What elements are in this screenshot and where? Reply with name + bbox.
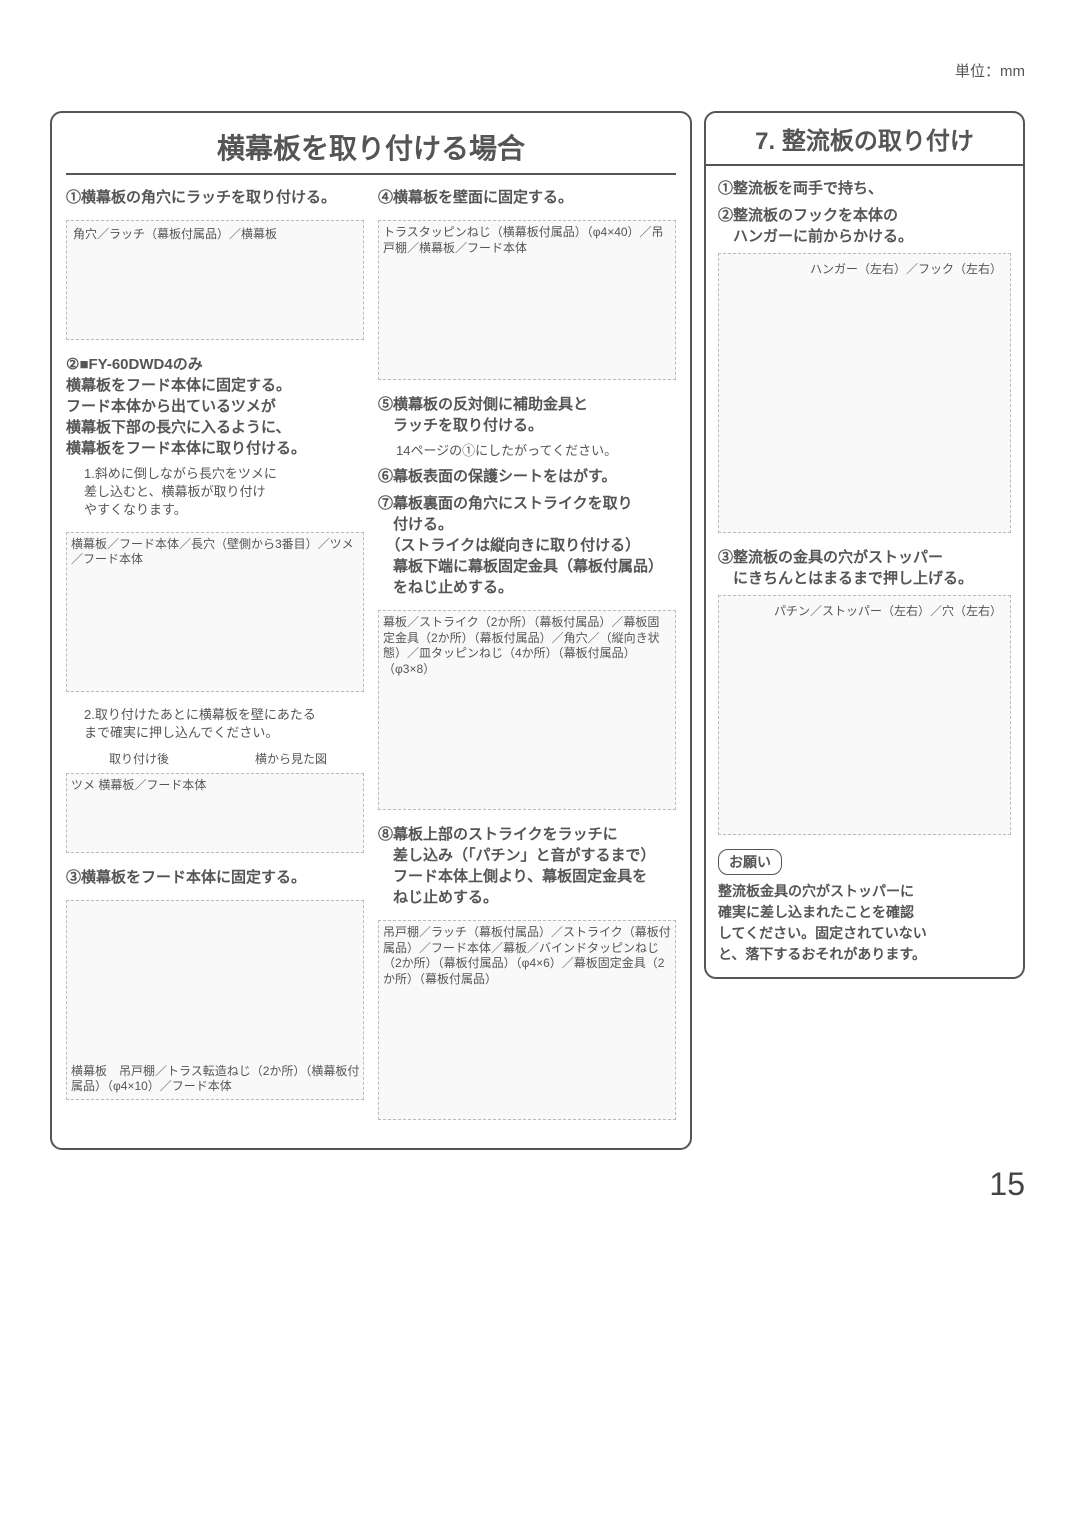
left-title: 横幕板を取り付ける場合 [66,127,676,175]
step-3-labels: 横幕板 吊戸棚／トラス転造ねじ（2か所）（横幕板付属品）（φ4×10）／フード本… [71,1064,363,1095]
step-2-sub1: 1.斜めに倒しながら長穴をツメに 差し込むと、横幕板が取り付け やすくなります。 [66,465,364,520]
step-4-diagram: トラスタッピンねじ（横幕板付属品）（φ4×40）／吊戸棚／横幕板／フード本体 [378,220,676,380]
right-panel: 7. 整流板の取り付け ①整流板を両手で持ち、 ②整流板のフックを本体の ハンガ… [704,111,1025,1150]
step-2-diagram-2: ツメ 横幕板／フード本体 [66,773,364,853]
step-7-title: ⑦幕板裏面の角穴にストライクを取り 付ける。 （ストライクは縦向きに取り付ける）… [378,493,676,598]
page-number: 15 [50,1166,1025,1203]
r-step-1: ①整流板を両手で持ち、 [718,178,1011,199]
step-2-labels-1: 横幕板／フード本体／長穴（壁側から3番目）／ツメ／フード本体 [71,537,363,568]
step-1-diagram: 角穴／ラッチ（幕板付属品）／横幕板 [66,220,364,340]
r-step-3: ③整流板の金具の穴がストッパー にきちんとはまるまで押し上げる。 [718,547,1011,589]
page-content: 横幕板を取り付ける場合 ①横幕板の角穴にラッチを取り付ける。 角穴／ラッチ（幕板… [50,111,1025,1150]
step-1-labels: 角穴／ラッチ（幕板付属品）／横幕板 [73,227,277,243]
step-8-labels: 吊戸棚／ラッチ（幕板付属品）／ストライク（幕板付属品）／フード本体／幕板／バイン… [383,925,671,987]
step-2-sub2: 2.取り付けたあとに横幕板を壁にあたる まで確実に押し込んでください。 [66,706,364,742]
step-5-title: ⑤横幕板の反対側に補助金具と ラッチを取り付ける。 [378,394,676,436]
step-1-title: ①横幕板の角穴にラッチを取り付ける。 [66,187,364,208]
caution-label: お願い [718,849,782,875]
step-4-title: ④横幕板を壁面に固定する。 [378,187,676,208]
step-2-diagram-1: 横幕板／フード本体／長穴（壁側から3番目）／ツメ／フード本体 [66,532,364,692]
r-diagram-1: ハンガー（左右）／フック（左右） [718,253,1011,533]
section-7-body: ①整流板を両手で持ち、 ②整流板のフックを本体の ハンガーに前からかける。 ハン… [704,166,1025,979]
step-5-sub: 14ページの①にしたがってください。 [378,442,676,460]
left-col-1: ①横幕板の角穴にラッチを取り付ける。 角穴／ラッチ（幕板付属品）／横幕板 ②■F… [66,187,364,1134]
step-3-diagram: 横幕板 吊戸棚／トラス転造ねじ（2か所）（横幕板付属品）（φ4×10）／フード本… [66,900,364,1100]
step-8-title: ⑧幕板上部のストライクをラッチに 差し込み（「パチン」と音がするまで） フード本… [378,824,676,908]
r-labels-1: ハンガー（左右）／フック（左右） [810,262,1002,278]
step-2-labels-2: ツメ 横幕板／フード本体 [71,778,206,794]
section-7-header: 7. 整流板の取り付け [704,111,1025,166]
step-8-diagram: 吊戸棚／ラッチ（幕板付属品）／ストライク（幕板付属品）／フード本体／幕板／バイン… [378,920,676,1120]
unit-label: 単位：mm [50,60,1025,81]
step-7-diagram: 幕板／ストライク（2か所）（幕板付属品）／幕板固定金具（2か所）（幕板付属品）／… [378,610,676,810]
caution-text: 整流板金具の穴がストッパーに 確実に差し込まれたことを確認 してください。固定さ… [718,881,1011,965]
r-diagram-2: パチン／ストッパー（左右）／穴（左右） [718,595,1011,835]
left-col-2: ④横幕板を壁面に固定する。 トラスタッピンねじ（横幕板付属品）（φ4×40）／吊… [378,187,676,1134]
step-4-labels: トラスタッピンねじ（横幕板付属品）（φ4×40）／吊戸棚／横幕板／フード本体 [383,225,675,256]
step-6-title: ⑥幕板表面の保護シートをはがす。 [378,466,676,487]
step-7-labels: 幕板／ストライク（2か所）（幕板付属品）／幕板固定金具（2か所）（幕板付属品）／… [383,615,671,677]
left-panel: 横幕板を取り付ける場合 ①横幕板の角穴にラッチを取り付ける。 角穴／ラッチ（幕板… [50,111,692,1150]
step-2-title: ②■FY-60DWD4のみ 横幕板をフード本体に固定する。 フード本体から出てい… [66,354,364,459]
step-3-title: ③横幕板をフード本体に固定する。 [66,867,364,888]
cap-right: 横から見た図 [218,750,364,767]
r-step-2: ②整流板のフックを本体の ハンガーに前からかける。 [718,205,1011,247]
cap-left: 取り付け後 [66,750,212,767]
r-labels-2: パチン／ストッパー（左右）／穴（左右） [774,604,1002,620]
